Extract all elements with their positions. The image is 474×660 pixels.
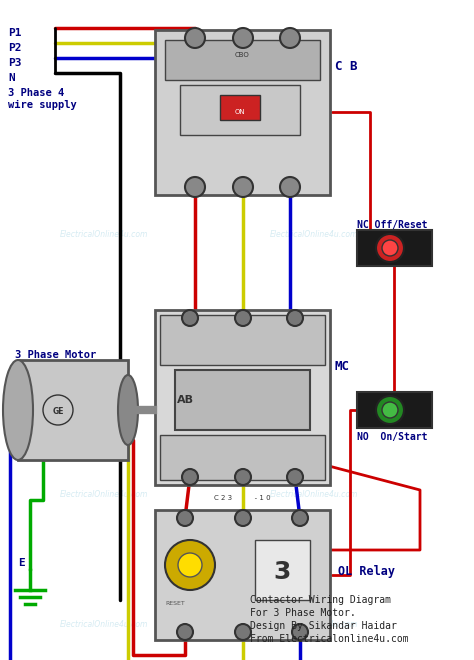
Text: Contactor Wiring Diagram: Contactor Wiring Diagram <box>250 595 391 605</box>
Circle shape <box>287 310 303 326</box>
Text: ElectricalOnline4u.com: ElectricalOnline4u.com <box>60 230 148 239</box>
Circle shape <box>280 177 300 197</box>
Text: From Electricalonline4u.com: From Electricalonline4u.com <box>250 634 409 644</box>
Circle shape <box>233 177 253 197</box>
Text: N: N <box>8 73 15 83</box>
Circle shape <box>233 28 253 48</box>
Circle shape <box>235 624 251 640</box>
Text: RESET: RESET <box>165 601 185 606</box>
Text: P2: P2 <box>8 43 21 53</box>
Bar <box>220 95 260 120</box>
Circle shape <box>292 510 308 526</box>
Circle shape <box>376 234 404 262</box>
Bar <box>165 40 320 80</box>
Circle shape <box>185 28 205 48</box>
Circle shape <box>178 553 202 577</box>
Text: C 2 3          - 1 0: C 2 3 - 1 0 <box>214 495 270 501</box>
Bar <box>160 435 325 480</box>
Ellipse shape <box>3 360 33 460</box>
Circle shape <box>182 310 198 326</box>
Text: ON: ON <box>235 109 246 115</box>
Circle shape <box>185 177 205 197</box>
Bar <box>160 315 325 365</box>
Circle shape <box>165 540 215 590</box>
Text: P3: P3 <box>8 58 21 68</box>
Text: 3: 3 <box>273 560 291 584</box>
Circle shape <box>235 310 251 326</box>
Circle shape <box>177 510 193 526</box>
Circle shape <box>292 624 308 640</box>
Text: NC Off/Reset: NC Off/Reset <box>357 220 428 230</box>
Circle shape <box>43 395 73 425</box>
Circle shape <box>376 396 404 424</box>
Circle shape <box>177 624 193 640</box>
Circle shape <box>182 469 198 485</box>
Text: 3 Phase Motor: 3 Phase Motor <box>15 350 96 360</box>
Text: ElectricalOnline4u.com: ElectricalOnline4u.com <box>270 490 358 499</box>
Circle shape <box>382 240 398 256</box>
Text: ElectricalOnline4u.com: ElectricalOnline4u.com <box>270 230 358 239</box>
Text: P1: P1 <box>8 28 21 38</box>
Bar <box>155 510 330 640</box>
Text: E: E <box>18 558 25 568</box>
Text: ElectricalOnline4u.com: ElectricalOnline4u.com <box>60 620 148 629</box>
Bar <box>357 230 432 266</box>
Text: ElectricalOnline4u.com: ElectricalOnline4u.com <box>60 490 148 499</box>
Bar <box>175 370 310 430</box>
Text: MC: MC <box>335 360 350 373</box>
Text: Design By Sikandar Haidar: Design By Sikandar Haidar <box>250 621 397 631</box>
Bar <box>18 360 128 460</box>
Bar <box>255 540 310 600</box>
Text: C B: C B <box>335 60 357 73</box>
Circle shape <box>287 469 303 485</box>
Text: ElectricalOnline4u.com: ElectricalOnline4u.com <box>270 620 358 629</box>
Text: For 3 Phase Motor.: For 3 Phase Motor. <box>250 608 356 618</box>
Text: AB: AB <box>176 395 193 405</box>
Bar <box>155 30 330 195</box>
Circle shape <box>382 402 398 418</box>
Text: OL Relay: OL Relay <box>338 565 395 578</box>
Text: CBO: CBO <box>235 52 249 58</box>
Text: GE: GE <box>52 407 64 416</box>
Bar <box>155 310 330 485</box>
Text: 3 Phase 4
wire supply: 3 Phase 4 wire supply <box>8 88 77 110</box>
Ellipse shape <box>118 375 138 445</box>
Bar <box>180 85 300 135</box>
Text: NO  On/Start: NO On/Start <box>357 432 428 442</box>
Bar <box>357 392 432 428</box>
Circle shape <box>280 28 300 48</box>
Circle shape <box>235 510 251 526</box>
Circle shape <box>235 469 251 485</box>
